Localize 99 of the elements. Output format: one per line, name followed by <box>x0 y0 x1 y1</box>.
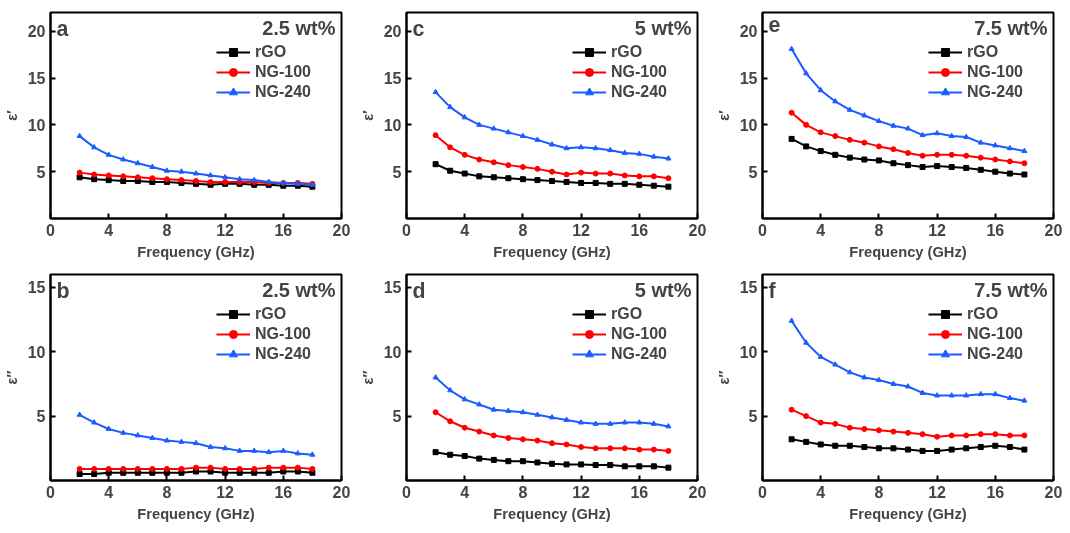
x-tick-label: 0 <box>402 483 412 501</box>
annotation: c <box>412 16 425 41</box>
legend-label: rGO <box>966 305 999 323</box>
annotation: 5 wt% <box>634 16 692 39</box>
x-tick-label: 20 <box>1044 483 1063 501</box>
legend-label: NG-240 <box>254 83 311 101</box>
legend-label: NG-240 <box>254 345 311 363</box>
annotation: e <box>768 12 781 37</box>
x-tick-label: 16 <box>630 483 649 501</box>
x-tick-label: 0 <box>758 221 768 239</box>
y-tick-label: 5 <box>36 163 46 181</box>
x-tick-label: 8 <box>874 483 884 501</box>
y-tick-label: 15 <box>383 279 402 297</box>
y-tick-label: 20 <box>739 23 758 41</box>
legend-label: rGO <box>610 305 643 323</box>
annotation: 7.5 wt% <box>974 278 1048 301</box>
x-tick-label: 20 <box>1044 221 1063 239</box>
x-tick-label: 12 <box>572 221 591 239</box>
x-tick-label: 8 <box>518 483 528 501</box>
legend-label: rGO <box>254 43 287 61</box>
x-tick-label: 16 <box>630 221 649 239</box>
legend-label: NG-100 <box>966 325 1023 343</box>
annotation: 7.5 wt% <box>974 16 1048 39</box>
x-tick-label: 12 <box>572 483 591 501</box>
x-axis-title: Frequency (GHz) <box>849 505 967 522</box>
x-tick-label: 20 <box>688 483 707 501</box>
x-tick-label: 12 <box>928 483 947 501</box>
x-tick-label: 16 <box>274 221 293 239</box>
x-axis-title: Frequency (GHz) <box>137 243 255 260</box>
y-axis-title: ε′′ <box>3 370 20 385</box>
y-axis-title: ε′′ <box>359 370 376 385</box>
y-tick-label: 10 <box>383 343 402 361</box>
annotation: 5 wt% <box>634 278 692 301</box>
x-tick-label: 12 <box>216 221 235 239</box>
x-tick-label: 20 <box>332 221 351 239</box>
legend-label: rGO <box>610 43 643 61</box>
legend-label: NG-240 <box>966 345 1023 363</box>
x-tick-label: 4 <box>460 221 470 239</box>
x-tick-label: 0 <box>402 221 412 239</box>
y-tick-label: 20 <box>383 23 402 41</box>
y-tick-label: 5 <box>36 408 46 426</box>
annotation: 2.5 wt% <box>262 16 336 39</box>
legend-label: NG-100 <box>254 325 311 343</box>
y-tick-label: 10 <box>27 116 46 134</box>
y-axis-title: ε′ <box>3 109 20 121</box>
legend-label: NG-240 <box>966 83 1023 101</box>
y-tick-label: 5 <box>392 163 402 181</box>
x-tick-label: 16 <box>274 483 293 501</box>
legend-label: NG-240 <box>610 83 667 101</box>
x-axis-title: Frequency (GHz) <box>493 243 611 260</box>
x-axis-title: Frequency (GHz) <box>137 505 255 522</box>
legend-label: NG-100 <box>610 63 667 81</box>
annotation: b <box>56 278 70 303</box>
x-tick-label: 0 <box>46 221 56 239</box>
x-tick-label: 4 <box>104 483 114 501</box>
y-tick-label: 10 <box>383 116 402 134</box>
x-tick-label: 12 <box>216 483 235 501</box>
x-axis-title: Frequency (GHz) <box>849 243 967 260</box>
x-tick-label: 4 <box>816 483 826 501</box>
legend-label: NG-100 <box>610 325 667 343</box>
x-tick-label: 0 <box>46 483 56 501</box>
y-tick-label: 5 <box>748 408 758 426</box>
y-tick-label: 15 <box>739 279 758 297</box>
x-tick-label: 8 <box>874 221 884 239</box>
x-tick-label: 16 <box>986 483 1005 501</box>
y-tick-label: 15 <box>27 70 46 88</box>
annotation: d <box>412 278 426 303</box>
y-tick-label: 15 <box>739 70 758 88</box>
x-tick-label: 8 <box>162 221 172 239</box>
y-axis-title: ε′′ <box>715 370 732 385</box>
y-tick-label: 10 <box>739 116 758 134</box>
legend-label: rGO <box>254 305 287 323</box>
x-axis-title: Frequency (GHz) <box>493 505 611 522</box>
x-tick-label: 4 <box>816 221 826 239</box>
y-tick-label: 5 <box>748 163 758 181</box>
x-tick-label: 16 <box>986 221 1005 239</box>
y-tick-label: 15 <box>27 279 46 297</box>
x-tick-label: 12 <box>928 221 947 239</box>
x-tick-label: 20 <box>332 483 351 501</box>
legend-label: NG-100 <box>254 63 311 81</box>
legend-label: NG-240 <box>610 345 667 363</box>
legend-label: rGO <box>966 43 999 61</box>
y-axis-title: ε′ <box>715 109 732 121</box>
y-tick-label: 10 <box>739 343 758 361</box>
y-tick-label: 20 <box>27 23 46 41</box>
annotation: a <box>56 16 69 41</box>
annotation: 2.5 wt% <box>262 278 336 301</box>
y-tick-label: 5 <box>392 408 402 426</box>
x-tick-label: 20 <box>688 221 707 239</box>
y-tick-label: 10 <box>27 343 46 361</box>
legend-label: NG-100 <box>966 63 1023 81</box>
x-tick-label: 4 <box>104 221 114 239</box>
x-tick-label: 4 <box>460 483 470 501</box>
annotation: f <box>768 278 777 303</box>
y-axis-title: ε′ <box>359 109 376 121</box>
x-tick-label: 0 <box>758 483 768 501</box>
x-tick-label: 8 <box>518 221 528 239</box>
y-tick-label: 15 <box>383 70 402 88</box>
x-tick-label: 8 <box>162 483 172 501</box>
